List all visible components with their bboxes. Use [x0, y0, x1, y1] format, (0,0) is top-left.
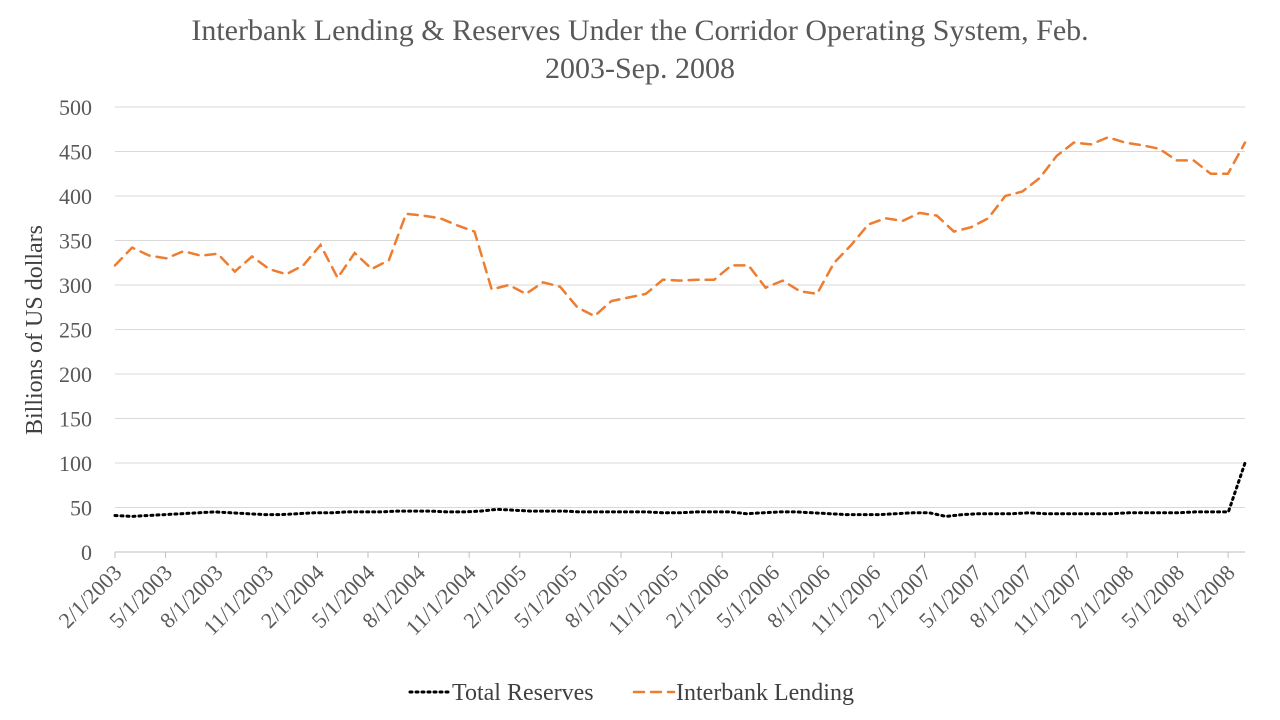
y-tick-label: 400: [59, 184, 92, 209]
y-tick-label: 450: [59, 140, 92, 165]
legend: Total Reserves Interbank Lending: [408, 680, 854, 706]
y-tick-label: 150: [59, 407, 92, 432]
legend-label-total-reserves: Total Reserves: [452, 680, 594, 706]
x-axis-ticks: 2/1/20035/1/20038/1/200311/1/20032/1/200…: [54, 552, 1240, 640]
chart-title-line-1: Interbank Lending & Reserves Under the C…: [191, 14, 1088, 47]
y-tick-label: 100: [59, 451, 92, 476]
y-tick-label: 200: [59, 362, 92, 387]
y-tick-label: 500: [59, 95, 92, 120]
legend-item-total-reserves: Total Reserves: [408, 680, 594, 706]
y-tick-label: 0: [81, 540, 92, 565]
y-axis-label: Billions of US dollars: [22, 225, 48, 435]
legend-item-interbank-lending: Interbank Lending: [632, 680, 854, 706]
series-lines: [113, 135, 1247, 518]
y-axis-ticks: 0 50 100 150 200 250 300 350 400 450 500: [59, 95, 92, 565]
y-tick-label: 50: [70, 496, 92, 521]
y-tick-label: 300: [59, 273, 92, 298]
total-reserves-line: [113, 461, 1247, 518]
gridlines: [115, 106, 1245, 553]
interbank-lending-line: [113, 135, 1247, 318]
legend-label-interbank-lending: Interbank Lending: [676, 680, 854, 706]
chart-title-line-2: 2003-Sep. 2008: [545, 52, 735, 85]
y-tick-label: 250: [59, 318, 92, 343]
y-tick-label: 350: [59, 229, 92, 254]
